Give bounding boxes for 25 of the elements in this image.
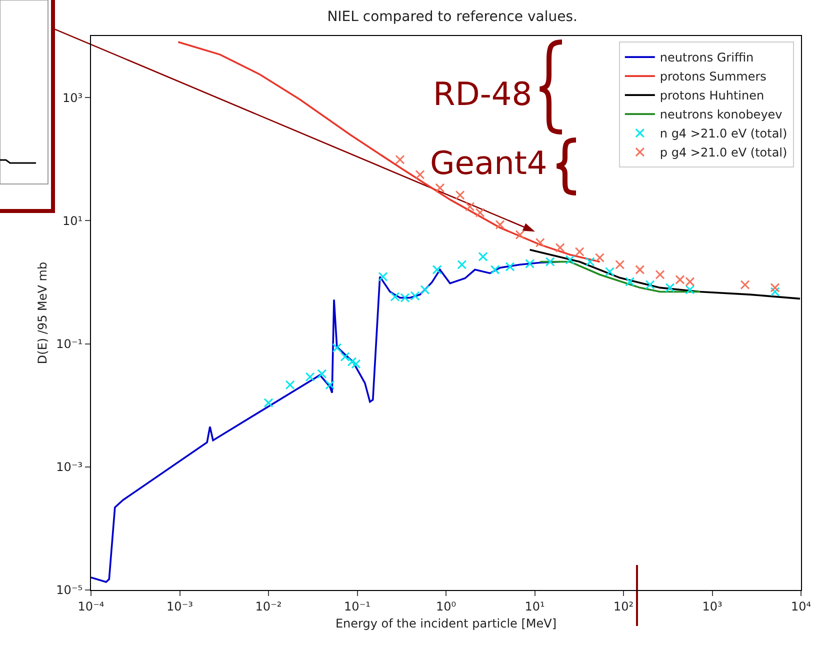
y-tick-label: 10³ [62,90,83,105]
y-tick-label: 10⁻⁵ [56,583,83,598]
y-axis-title: D(E) /95 MeV mb [35,262,50,364]
x-tick-label: 10² [613,599,634,614]
x-tick-label: 10³ [702,599,722,614]
x-tick-label: 10⁻¹ [344,599,371,614]
x-axis-title: Energy of the incident particle [MeV] [335,616,557,630]
x-tick-label: 10⁻³ [166,599,194,614]
x-tick-label: 10⁻² [255,599,282,614]
legend-label: n g4 >21.0 eV (total) [660,126,788,141]
y-tick-label: 10⁻³ [56,460,83,474]
x-tick-label: 10⁻⁴ [78,599,104,614]
legend-label: protons Huhtinen [660,88,764,103]
legend-label: protons Summers [660,70,766,84]
annotation: RD-48 [433,75,532,113]
x-tick-label: 10¹ [524,599,545,614]
y-tick-label: 10⁻¹ [56,336,83,351]
annotation: Geant4 [430,144,548,182]
x-tick-label: 10⁴ [790,599,812,614]
legend-label: neutrons Griffin [660,50,754,65]
x-tick-label: 10⁰ [436,599,456,614]
chart-title: NIEL compared to reference values. [327,9,578,26]
y-tick-label: 10¹ [62,214,83,228]
legend-label: neutrons konobeyev [660,108,782,122]
legend-label: p g4 >21.0 eV (total) [660,146,788,160]
